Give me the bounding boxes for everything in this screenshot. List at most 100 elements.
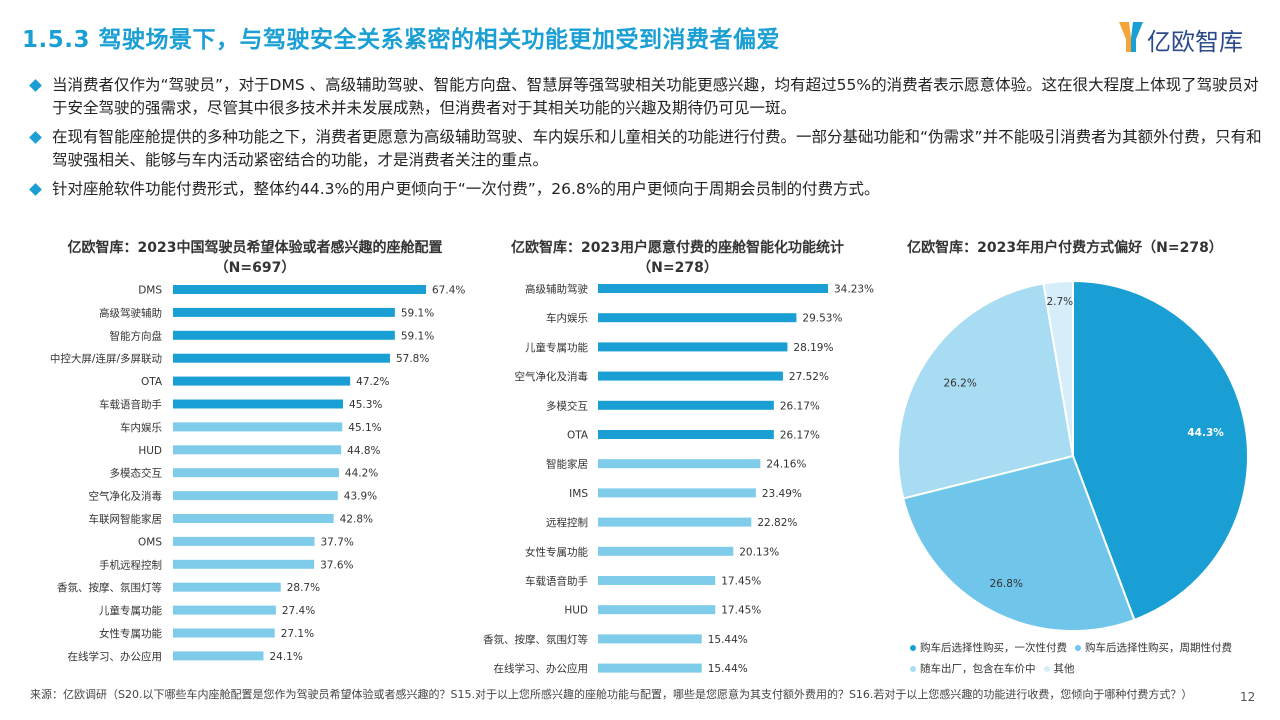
category-label: 香氛、按摩、氛围灯等 [483, 633, 588, 646]
category-label: 多模态交互 [110, 467, 163, 480]
category-label: DMS [138, 285, 162, 297]
category-label: 智能方向盘 [110, 329, 163, 342]
bar [173, 330, 395, 340]
pie-slice [902, 454, 1136, 632]
value-label: 28.19% [793, 342, 833, 354]
value-label: 15.44% [708, 634, 748, 646]
value-label: 59.1% [401, 307, 434, 319]
bar [598, 342, 788, 352]
value-label: 44.2% [345, 468, 378, 480]
chart1-bar-chart: DMS 67.4% 高级驾驶辅助 59.1% 智能方向盘 59.1% 中控大屏/连屏/多屏联… [50, 285, 465, 663]
value-label: 45.3% [349, 399, 382, 411]
value-label: 45.1% [348, 422, 381, 434]
category-label: 女性专属功能 [99, 627, 162, 640]
value-label: 57.8% [396, 353, 429, 365]
category-label: OTA [141, 376, 163, 388]
value-label: 17.45% [721, 605, 761, 617]
bar [598, 517, 752, 527]
legend-item: 随车出厂，包含在车价中 [910, 661, 1036, 676]
logo-text: 亿欧智库 [1147, 28, 1243, 56]
bar [598, 284, 828, 293]
legend-label: 随车出厂，包含在车价中 [920, 663, 1036, 675]
value-label: 27.1% [281, 628, 314, 640]
category-label: 儿童专属功能 [525, 341, 588, 354]
bar [598, 371, 783, 381]
value-label: 15.44% [708, 663, 748, 675]
bar [173, 376, 351, 386]
value-label: 17.45% [721, 576, 761, 588]
category-label: 智能家居 [546, 458, 588, 471]
category-label: 高级驾驶辅助 [99, 306, 162, 319]
bullet-text: 针对座舱软件功能付费形式，整体约44.3%的用户更倾向于“一次付费”，26.8%… [52, 180, 880, 198]
chart1-title: 亿欧智库：2023中国驾驶员希望体验或者感兴趣的座舱配置（N=697） [67, 240, 443, 276]
category-label: 高级辅助驾驶 [525, 283, 588, 296]
legend-label: 购车后选择性购买，周期性付费 [1085, 642, 1232, 654]
slice-label: 26.8% [990, 578, 1023, 590]
value-label: 67.4% [432, 285, 465, 297]
legend-dot-icon [1075, 645, 1081, 651]
category-label: 在线学习、办公应用 [68, 650, 163, 663]
bar [598, 400, 774, 410]
logo-mark-icon [1119, 22, 1143, 52]
category-label: 儿童专属功能 [99, 604, 162, 617]
page-title: 1.5.3 驾驶场景下，与驾驶安全关系紧密的相关功能更加受到消费者偏爱 [22, 27, 780, 53]
slice-label: 26.2% [943, 377, 976, 389]
value-label: 27.4% [282, 605, 315, 617]
category-label: HUD [564, 605, 588, 617]
slice-label: 44.3% [1187, 427, 1224, 439]
bar [598, 313, 797, 323]
category-label: 女性专属功能 [525, 545, 588, 558]
legend-item: 其他 [1043, 661, 1075, 676]
value-label: 42.8% [340, 514, 373, 526]
pie-slice [1072, 279, 1249, 622]
bar [598, 634, 702, 644]
value-label: 24.1% [269, 651, 302, 663]
category-label: 车联网智能家居 [89, 513, 163, 526]
legend-dot-icon [910, 645, 916, 651]
bullet-text: 当消费者仅作为“驾驶员”，对于DMS 、高级辅助驾驶、智能方向盘、智慧屏等强驾驶… [52, 76, 1259, 117]
category-label: 在线学习、办公应用 [494, 662, 589, 675]
bar [598, 663, 702, 673]
value-label: 27.52% [789, 371, 829, 383]
value-label: 34.23% [834, 284, 874, 296]
value-label: 23.49% [762, 488, 802, 500]
bar [173, 605, 276, 615]
bar [173, 559, 315, 569]
value-label: 26.17% [780, 430, 820, 442]
chart3-title: 亿欧智库：2023年用户付费方式偏好（N=278） [907, 240, 1223, 256]
bar [598, 459, 761, 469]
bullet-text: 在现有智能座舱提供的多种功能之下，消费者更愿意为高级辅助驾驶、车内娱乐和儿童相关… [52, 128, 1262, 169]
bullet-item: 针对座舱软件功能付费形式，整体约44.3%的用户更倾向于“一次付费”，26.8%… [29, 178, 1265, 201]
bullet-list: 当消费者仅作为“驾驶员”，对于DMS 、高级辅助驾驶、智能方向盘、智慧屏等强驾驶… [29, 74, 1265, 207]
legend-item: 购车后选择性购买，一次性付费 [910, 640, 1067, 655]
category-label: 香氛、按摩、氛围灯等 [57, 581, 162, 594]
bar [598, 605, 716, 615]
bar [173, 582, 281, 592]
value-label: 28.7% [287, 582, 320, 594]
value-label: 29.53% [802, 313, 842, 325]
page-number: 12 [1240, 690, 1256, 704]
chart2-title: 亿欧智库：2023用户愿意付费的座舱智能化功能统计（N=278） [511, 240, 844, 276]
value-label: 43.9% [344, 491, 377, 503]
category-label: OMS [138, 536, 162, 548]
bar [173, 422, 343, 432]
bar [598, 576, 716, 585]
category-label: 中控大屏/连屏/多屏联动 [50, 352, 162, 365]
pie-slice [1042, 279, 1074, 457]
bar [173, 651, 264, 661]
value-label: 44.8% [347, 445, 380, 457]
legend-dot-icon [910, 666, 916, 672]
category-label: 车内娱乐 [546, 312, 588, 325]
value-label: 37.7% [321, 536, 354, 548]
category-label: 车载语音助手 [525, 575, 588, 588]
bullet-diamond-icon [29, 183, 42, 196]
bar [173, 399, 344, 409]
brand-logo: 亿欧智库 [1117, 20, 1267, 60]
category-label: 空气净化及消毒 [89, 490, 163, 503]
bar [173, 353, 390, 363]
source-note: 来源：亿欧调研（S20.以下哪些车内座舱配置是您作为驾驶员希望体验或者感兴趣的？… [30, 688, 1193, 701]
value-label: 59.1% [401, 330, 434, 342]
slice-label: 2.7% [1046, 296, 1073, 308]
bar [173, 445, 342, 455]
value-label: 24.16% [766, 459, 806, 471]
